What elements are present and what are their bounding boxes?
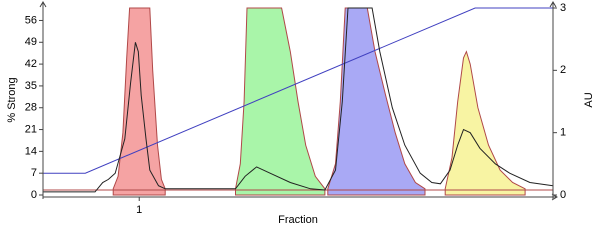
y-tick-label: 42 bbox=[25, 58, 37, 70]
fraction-area bbox=[235, 7, 326, 196]
y2-tick-label: 1 bbox=[560, 127, 566, 139]
trace-line bbox=[43, 7, 553, 174]
y2-tick-label: 0 bbox=[560, 189, 566, 201]
y2-tick-label: 2 bbox=[560, 64, 566, 76]
y2-tick-label: 3 bbox=[560, 2, 566, 14]
y-axis-label: % Strong bbox=[6, 77, 18, 122]
y-tick-label: 49 bbox=[25, 36, 37, 48]
y2-axis-arrow bbox=[549, 1, 557, 8]
trace-line bbox=[43, 7, 554, 193]
fraction-area bbox=[112, 7, 166, 196]
y-tick-label: 0 bbox=[31, 189, 37, 201]
y-axis-arrow bbox=[39, 1, 47, 8]
y-tick-label: 21 bbox=[25, 123, 37, 135]
fraction-area bbox=[327, 7, 426, 196]
x-tick-label: 1 bbox=[136, 204, 142, 216]
y-tick-label: 28 bbox=[25, 102, 37, 114]
x-axis-label: Fraction bbox=[278, 214, 318, 226]
y-tick-label: 35 bbox=[25, 80, 37, 92]
chart: % Strong AU Fraction 0714212835424956012… bbox=[6, 1, 595, 226]
y-tick-label: 56 bbox=[25, 14, 37, 26]
y-tick-label: 14 bbox=[25, 145, 37, 157]
fraction-area bbox=[444, 50, 526, 196]
y-tick-label: 7 bbox=[31, 167, 37, 179]
y2-axis-label: AU bbox=[583, 92, 595, 107]
